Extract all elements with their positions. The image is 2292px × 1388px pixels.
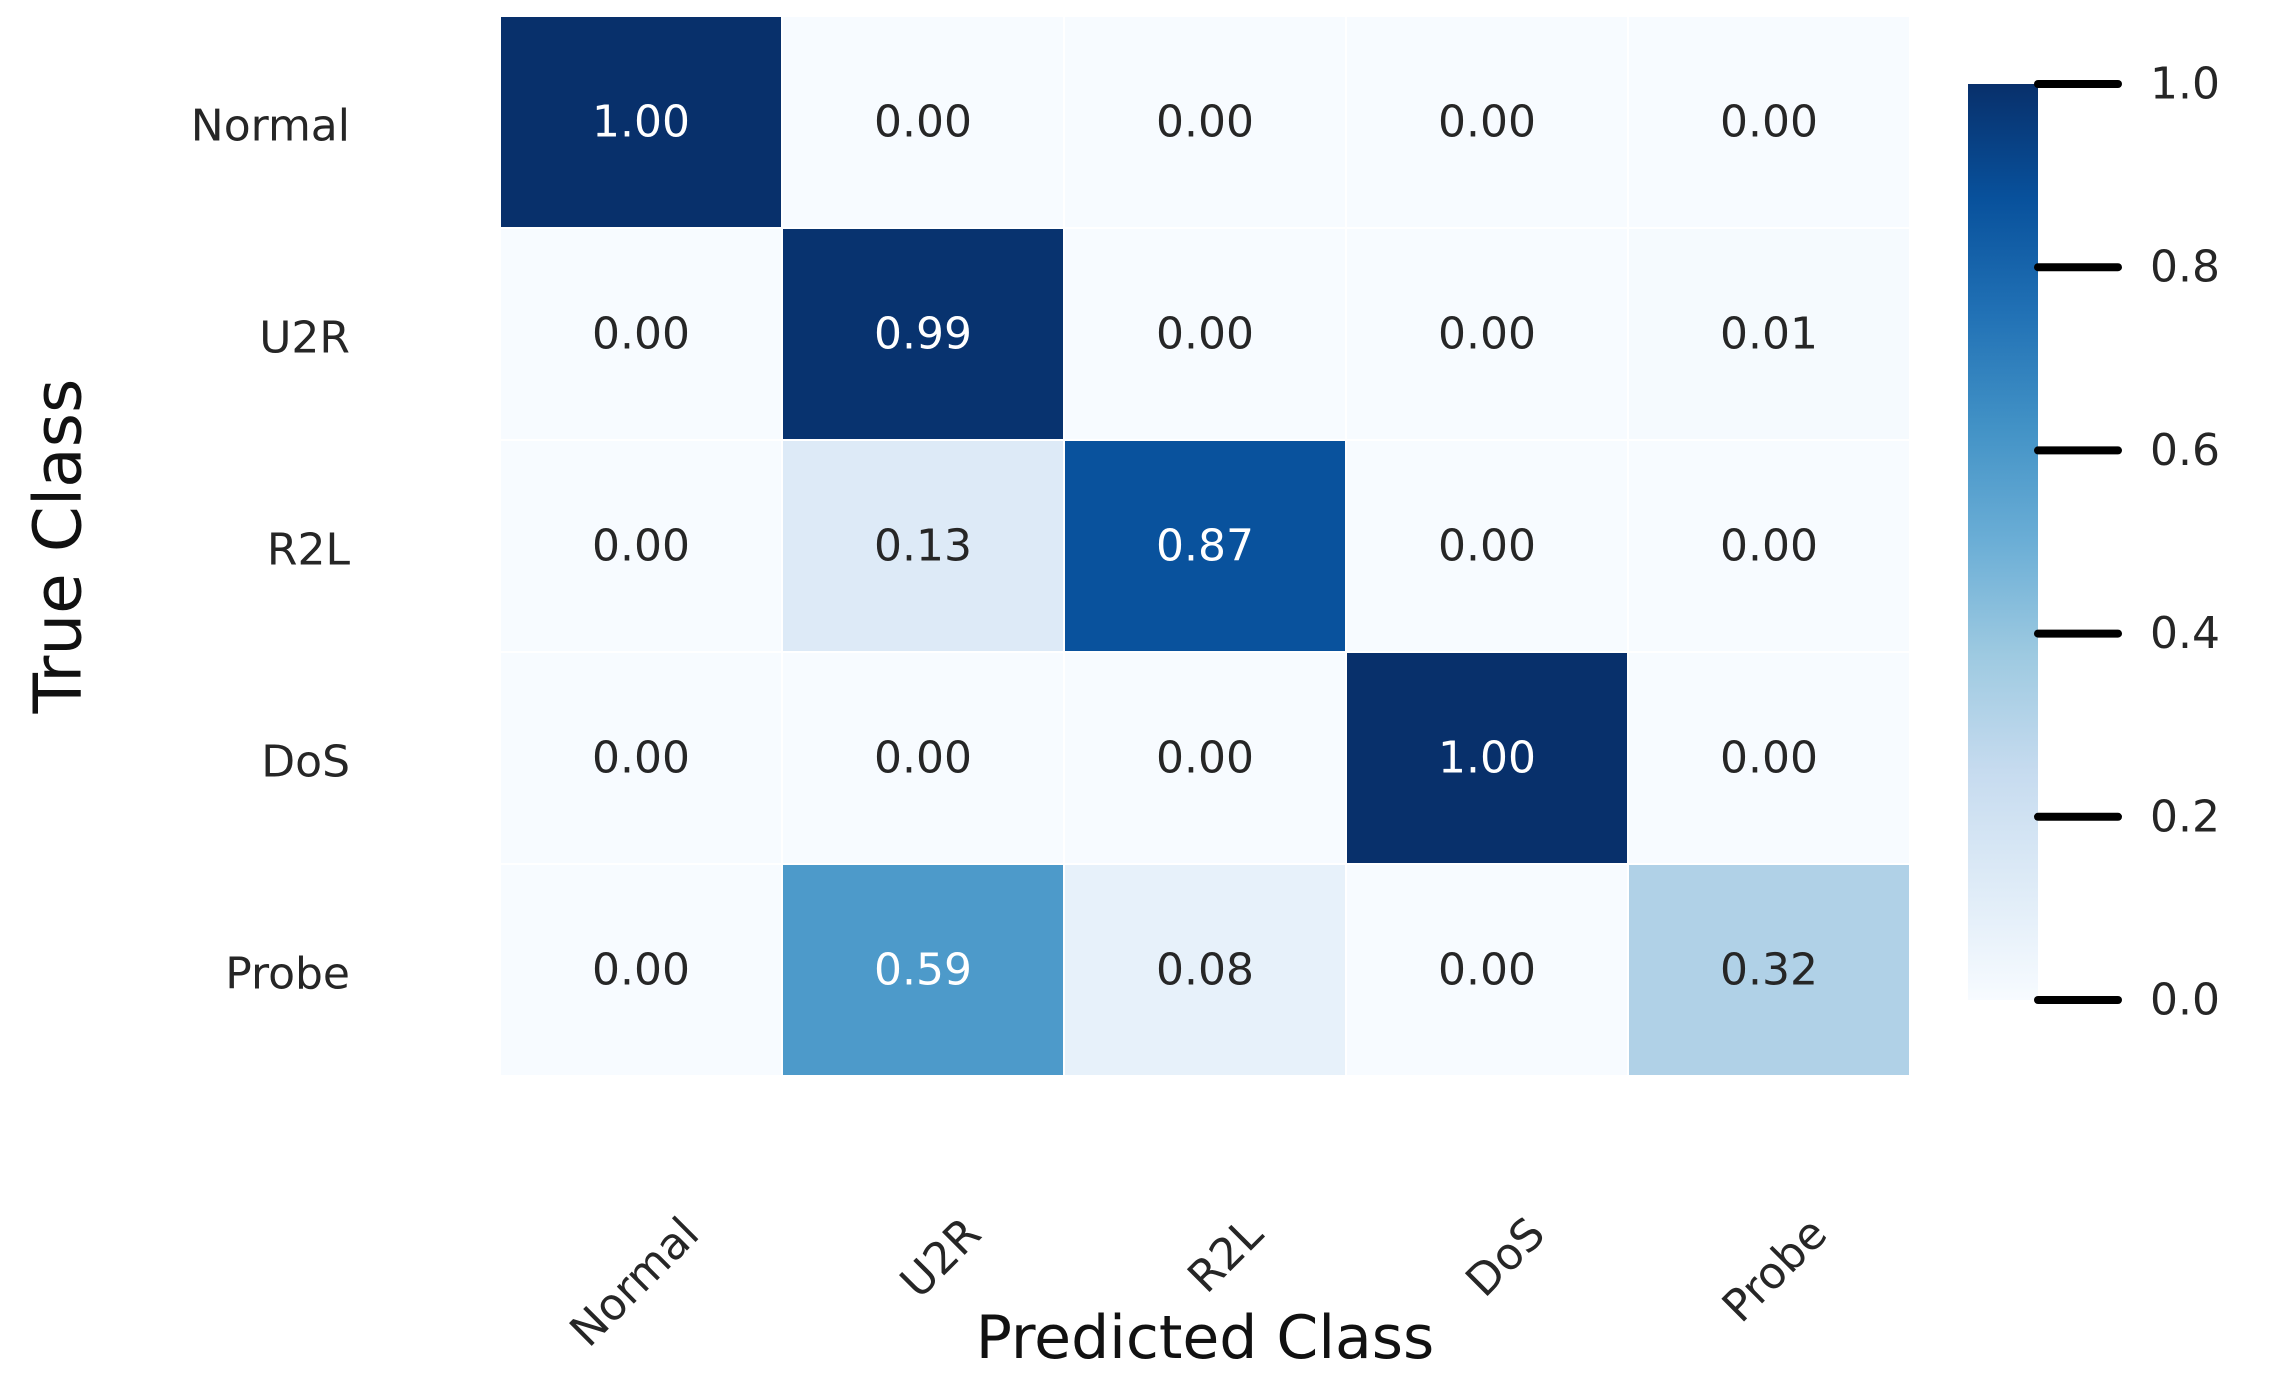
heatmap-cell-0-3 — [1345, 15, 1629, 229]
heatmap-cell-2-3 — [1345, 439, 1629, 653]
cell-value-label-4-3: 0.00 — [1438, 945, 1536, 996]
cell-value-label-3-0: 0.00 — [592, 733, 690, 784]
heatmap-cell-3-2 — [1063, 651, 1347, 865]
x-tick-label-2: R2L — [1178, 1208, 1273, 1303]
colorbar-gradient — [1968, 84, 2038, 1000]
x-tick-label-0: Normal — [560, 1208, 709, 1357]
heatmap-cell-labels: 1.00 0.00 0.00 0.00 0.00 0.00 0.99 0.00 0.00 0.01… — [592, 97, 1818, 996]
heatmap-cell-1-0 — [499, 227, 783, 441]
heatmap-cell-2-4 — [1627, 439, 1911, 653]
cell-value-label-4-2: 0.08 — [1156, 945, 1254, 996]
heatmap-cells — [499, 15, 1911, 1077]
cell-value-label-4-1: 0.59 — [874, 945, 972, 996]
heatmap-cell-1-4 — [1627, 227, 1911, 441]
cell-value-label-1-3: 0.00 — [1438, 309, 1536, 360]
heatmap-cell-0-1 — [781, 15, 1065, 229]
heatmap-cell-3-4 — [1627, 651, 1911, 865]
colorbar-tick-label-0: 1.0 — [2150, 59, 2220, 110]
heatmap-cell-0-0 — [499, 15, 783, 229]
cell-value-label-3-2: 0.00 — [1156, 733, 1254, 784]
colorbar-tick-label-3: 0.4 — [2150, 608, 2220, 659]
cell-value-label-2-0: 0.00 — [592, 521, 690, 572]
x-axis-label: Predicted Class — [976, 1303, 1435, 1373]
cell-value-label-1-1: 0.99 — [874, 309, 972, 360]
cell-value-label-1-0: 0.00 — [592, 309, 690, 360]
y-tick-labels: Normal U2R R2L DoS Probe — [191, 101, 351, 1000]
heatmap-cell-4-2 — [1063, 863, 1347, 1077]
cell-value-label-2-1: 0.13 — [874, 521, 972, 572]
colorbar-tick-label-1: 0.8 — [2150, 242, 2220, 293]
heatmap-cell-2-2 — [1063, 439, 1347, 653]
cell-value-label-3-4: 0.00 — [1720, 733, 1818, 784]
heatmap-cell-3-0 — [499, 651, 783, 865]
cell-value-label-0-4: 0.00 — [1720, 97, 1818, 148]
colorbar-tick-label-5: 0.0 — [2150, 975, 2220, 1026]
y-tick-label-2: R2L — [267, 525, 351, 576]
y-tick-label-4: Probe — [225, 949, 350, 1000]
colorbar-tick-label-2: 0.6 — [2150, 425, 2220, 476]
heatmap-cell-4-4 — [1627, 863, 1911, 1077]
cell-value-label-2-2: 0.87 — [1156, 521, 1254, 572]
heatmap-cell-3-3 — [1345, 651, 1629, 865]
cell-value-label-2-3: 0.00 — [1438, 521, 1536, 572]
cell-value-label-0-1: 0.00 — [874, 97, 972, 148]
cell-value-label-3-1: 0.00 — [874, 733, 972, 784]
cell-value-label-0-0: 1.00 — [592, 97, 690, 148]
cell-value-label-4-4: 0.32 — [1720, 945, 1818, 996]
y-tick-label-0: Normal — [191, 101, 350, 152]
cell-value-label-2-4: 0.00 — [1720, 521, 1818, 572]
cell-value-label-1-4: 0.01 — [1720, 309, 1818, 360]
y-tick-label-3: DoS — [261, 737, 350, 788]
x-tick-label-4: Probe — [1713, 1208, 1837, 1332]
heatmap-cell-0-4 — [1627, 15, 1911, 229]
cell-value-label-3-3: 1.00 — [1438, 733, 1536, 784]
cell-value-label-0-3: 0.00 — [1438, 97, 1536, 148]
y-tick-label-1: U2R — [259, 313, 350, 364]
y-axis-label: True Class — [20, 379, 97, 715]
heatmap-cell-4-1 — [781, 863, 1065, 1077]
x-tick-label-1: U2R — [891, 1208, 991, 1308]
heatmap-cell-0-2 — [1063, 15, 1347, 229]
heatmap-cell-4-0 — [499, 863, 783, 1077]
colorbar: 1.0 0.8 0.6 0.4 0.2 0.0 — [1968, 59, 2220, 1026]
colorbar-tick-label-4: 0.2 — [2150, 791, 2220, 842]
x-tick-label-3: DoS — [1456, 1208, 1555, 1307]
heatmap-cell-3-1 — [781, 651, 1065, 865]
cell-value-label-1-2: 0.00 — [1156, 309, 1254, 360]
cell-value-label-4-0: 0.00 — [592, 945, 690, 996]
cell-value-label-0-2: 0.00 — [1156, 97, 1254, 148]
heatmap-cell-2-1 — [781, 439, 1065, 653]
heatmap-cell-1-2 — [1063, 227, 1347, 441]
